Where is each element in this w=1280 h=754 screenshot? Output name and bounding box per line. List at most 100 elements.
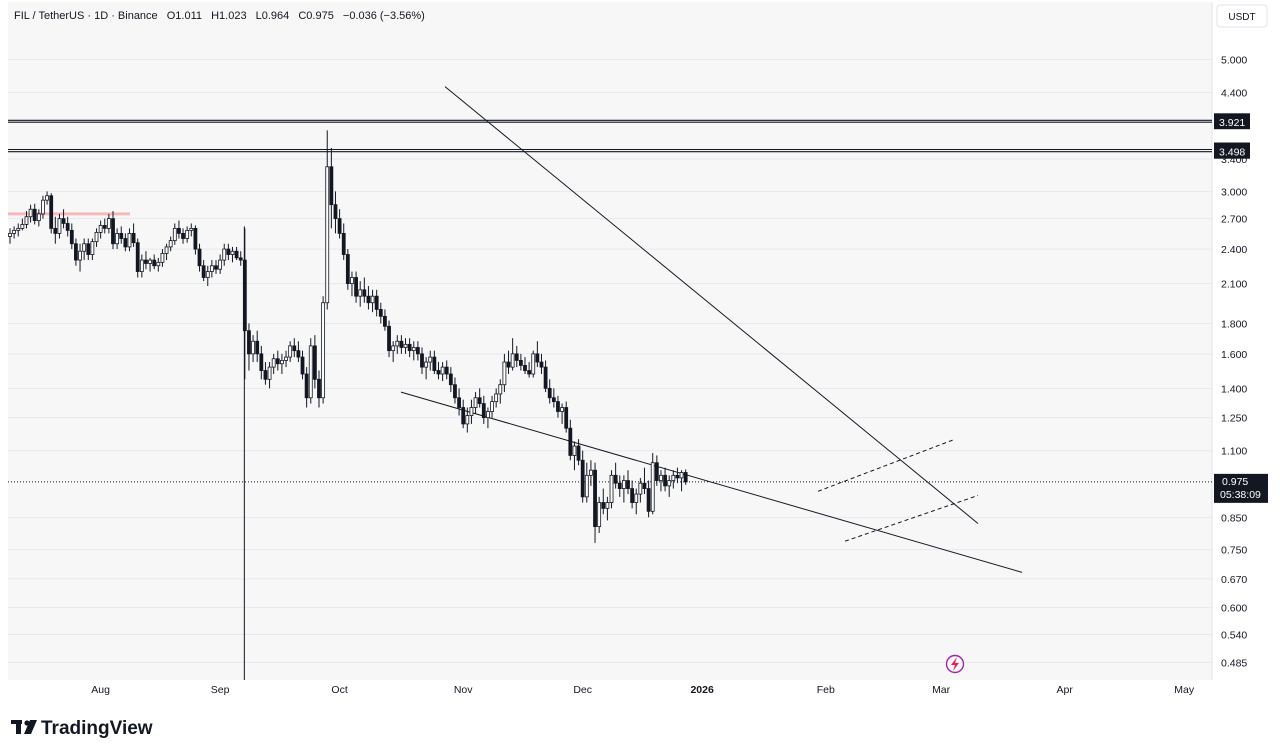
candle[interactable] (531, 350, 536, 378)
candle[interactable] (539, 353, 544, 375)
candle[interactable] (605, 496, 610, 521)
candle[interactable] (535, 341, 540, 368)
candle[interactable] (613, 462, 618, 489)
candle[interactable] (498, 379, 503, 404)
candle[interactable] (593, 462, 597, 543)
candle[interactable] (378, 302, 383, 324)
candle[interactable] (403, 338, 408, 354)
candle[interactable] (510, 338, 515, 371)
candle[interactable] (53, 216, 58, 244)
candle[interactable] (16, 223, 21, 237)
candle[interactable] (193, 225, 198, 255)
candle[interactable] (102, 218, 107, 234)
candle[interactable] (78, 243, 82, 272)
candle[interactable] (399, 335, 404, 354)
candle[interactable] (461, 399, 466, 429)
candle[interactable] (601, 488, 606, 515)
candle[interactable] (275, 350, 280, 371)
candle[interactable] (387, 320, 391, 358)
candle[interactable] (82, 238, 87, 261)
candle[interactable] (259, 345, 264, 380)
candle[interactable] (523, 357, 527, 375)
candle[interactable] (642, 467, 647, 495)
candle[interactable] (148, 257, 152, 272)
candle[interactable] (98, 220, 103, 239)
candle[interactable] (473, 392, 478, 414)
candle[interactable] (185, 226, 190, 243)
candle[interactable] (477, 388, 482, 408)
candle[interactable] (325, 130, 330, 310)
candle[interactable] (65, 216, 70, 237)
candle[interactable] (354, 271, 358, 303)
candle[interactable] (20, 218, 25, 231)
candle[interactable] (321, 296, 326, 404)
candle[interactable] (568, 419, 573, 461)
candle[interactable] (69, 223, 74, 250)
candle[interactable] (12, 226, 17, 239)
candle[interactable] (415, 341, 420, 361)
candle[interactable] (514, 345, 519, 368)
candle[interactable] (589, 460, 593, 486)
candle[interactable] (205, 265, 210, 287)
candle[interactable] (90, 238, 95, 261)
candle[interactable] (341, 223, 346, 261)
candle[interactable] (218, 254, 223, 274)
time-axis[interactable] (8, 680, 1278, 702)
candle[interactable] (296, 341, 301, 363)
candle[interactable] (630, 480, 635, 509)
candle[interactable] (263, 362, 268, 385)
candle[interactable] (209, 260, 214, 278)
candle[interactable] (111, 211, 115, 250)
candle[interactable] (440, 362, 445, 382)
candle[interactable] (177, 220, 181, 239)
candle[interactable] (490, 395, 494, 418)
candle[interactable] (572, 441, 577, 471)
candle[interactable] (659, 470, 663, 492)
candle[interactable] (230, 246, 235, 263)
candle[interactable] (411, 341, 416, 361)
candle[interactable] (280, 353, 284, 375)
candle[interactable] (86, 238, 91, 261)
candle[interactable] (621, 475, 626, 503)
candle[interactable] (238, 251, 243, 266)
currency-button[interactable]: USDT (1216, 4, 1268, 28)
candle[interactable] (119, 226, 124, 244)
candle[interactable] (308, 338, 313, 404)
candle[interactable] (288, 341, 293, 363)
candle[interactable] (502, 353, 507, 393)
channel-upper-line[interactable] (817, 438, 956, 492)
candle[interactable] (634, 488, 639, 515)
candle[interactable] (350, 271, 354, 297)
candle[interactable] (667, 475, 672, 497)
candle[interactable] (391, 341, 396, 363)
candle[interactable] (428, 350, 433, 371)
candle[interactable] (457, 388, 461, 416)
candle[interactable] (444, 360, 449, 380)
candle[interactable] (201, 260, 206, 282)
channel-lower-line[interactable] (844, 494, 979, 542)
tradingview-logo[interactable]: TradingView (11, 718, 153, 739)
candle[interactable] (543, 360, 548, 393)
candle[interactable] (214, 260, 218, 274)
candle[interactable] (560, 403, 564, 424)
candle[interactable] (152, 254, 157, 270)
candle[interactable] (127, 228, 132, 252)
candle[interactable] (424, 357, 429, 380)
candle[interactable] (337, 209, 342, 239)
candle[interactable] (32, 203, 37, 225)
candle[interactable] (8, 228, 12, 244)
candle[interactable] (506, 350, 511, 375)
candle[interactable] (345, 249, 350, 290)
candle[interactable] (131, 223, 136, 247)
candle[interactable] (160, 249, 165, 267)
candle[interactable] (481, 395, 486, 424)
candle[interactable] (650, 453, 655, 515)
candle[interactable] (527, 362, 532, 378)
candle[interactable] (312, 335, 317, 389)
candle[interactable] (432, 350, 437, 375)
candle[interactable] (663, 467, 667, 492)
candle[interactable] (41, 195, 45, 219)
candle[interactable] (317, 370, 321, 408)
candle[interactable] (284, 350, 288, 368)
candle[interactable] (494, 388, 499, 408)
